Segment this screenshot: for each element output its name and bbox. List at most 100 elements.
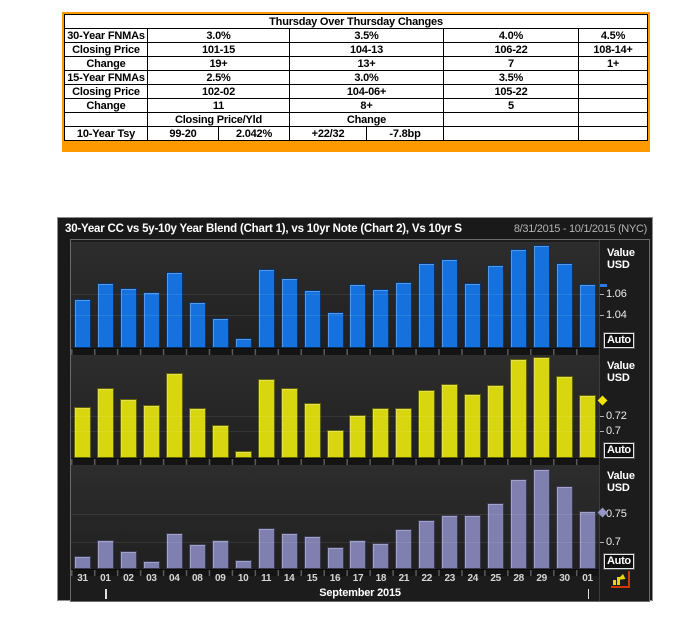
auto-scale-button[interactable]: Auto bbox=[604, 333, 634, 348]
tsy-yield-cell: 2.042% bbox=[218, 126, 290, 141]
x-axis-date-label: 17 bbox=[352, 573, 364, 584]
y-gridline bbox=[71, 513, 599, 515]
x-tick-strip bbox=[71, 459, 599, 465]
table-row-30yr-closing: Closing Price 101-15 104-13 106-22 108-1… bbox=[64, 42, 649, 57]
chart-bar bbox=[395, 281, 413, 348]
chart-bar bbox=[96, 282, 114, 348]
chart-tool-icon[interactable] bbox=[611, 571, 630, 588]
month-range-tick bbox=[105, 589, 107, 599]
chart-bar bbox=[464, 393, 482, 458]
chart-bar bbox=[188, 408, 206, 458]
subheader-price-yld: Closing Price/Yld bbox=[147, 112, 290, 127]
chart-bar bbox=[188, 544, 206, 569]
x-axis-date-label: 11 bbox=[261, 573, 272, 584]
auto-scale-button[interactable]: Auto bbox=[604, 554, 634, 569]
value-axis-label: Value USD bbox=[607, 360, 635, 384]
y-gridline bbox=[71, 315, 599, 317]
chart-bar bbox=[234, 337, 252, 348]
tsy-change-bp-cell: -7.8bp bbox=[366, 126, 444, 141]
y-tick-mark bbox=[600, 431, 604, 433]
table-cell bbox=[577, 70, 649, 85]
chart-bar bbox=[418, 519, 436, 569]
chart-bar bbox=[487, 503, 505, 569]
table-cell: 8+ bbox=[289, 98, 444, 113]
table-cell: 3.5% bbox=[443, 70, 579, 85]
chart-bar bbox=[372, 543, 390, 569]
chart-bar bbox=[395, 529, 413, 569]
chart-bar bbox=[96, 388, 114, 458]
chart-title: 30-Year CC vs 5y-10y Year Blend (Chart 1… bbox=[65, 222, 462, 235]
chart-date-range: 8/31/2015 - 10/1/2015 (NYC) bbox=[513, 222, 647, 235]
chart-bar bbox=[73, 298, 91, 348]
row-label: 15-Year FNMAs bbox=[64, 70, 148, 85]
chart-bar bbox=[326, 430, 344, 458]
chart-bar bbox=[556, 485, 574, 569]
chart-bar bbox=[211, 425, 229, 458]
row-label: 30-Year FNMAs bbox=[64, 28, 148, 43]
x-axis-date-label: 25 bbox=[490, 573, 501, 584]
row-label: 10-Year Tsy bbox=[64, 126, 148, 141]
chart-bar bbox=[556, 263, 574, 348]
chart-bar bbox=[464, 282, 482, 348]
x-tick-strip bbox=[71, 570, 599, 576]
chart-bar bbox=[372, 408, 390, 458]
chart-bar bbox=[303, 290, 321, 348]
table-title: Thursday Over Thursday Changes bbox=[63, 14, 649, 29]
table-cell: 106-22 bbox=[443, 42, 579, 57]
chart-panel-3 bbox=[71, 465, 599, 570]
chart-bar bbox=[303, 535, 321, 569]
table-cell: 11 bbox=[147, 98, 290, 113]
y-gridline bbox=[71, 542, 599, 544]
table-cell: 7 bbox=[443, 56, 579, 71]
x-axis-date-label: 09 bbox=[214, 573, 226, 584]
chart-bar bbox=[510, 478, 528, 569]
auto-scale-button[interactable]: Auto bbox=[604, 443, 634, 458]
x-axis-date-label: 16 bbox=[329, 573, 341, 584]
x-axis-date-label: 04 bbox=[169, 573, 180, 584]
chart-bar bbox=[96, 539, 114, 569]
chart-bar bbox=[165, 533, 183, 569]
x-axis-date-label: 21 bbox=[398, 573, 410, 584]
table-row-15yr-header: 15-Year FNMAs 2.5% 3.0% 3.5% bbox=[64, 70, 649, 85]
chart-bar bbox=[418, 263, 436, 348]
x-axis-date-label: 03 bbox=[146, 573, 157, 584]
value-axis-label: Value USD bbox=[607, 247, 635, 271]
fnma-price-table: Thursday Over Thursday Changes 30-Year F… bbox=[62, 12, 651, 152]
tsy-change-32-cell: +22/32 bbox=[289, 126, 367, 141]
table-row-10yr-tsy: 10-Year Tsy 99-20 2.042% +22/32 -7.8bp bbox=[64, 126, 649, 141]
chart-bar bbox=[280, 387, 298, 458]
chart-titlebar: 30-Year CC vs 5y-10y Year Blend (Chart 1… bbox=[58, 218, 652, 239]
x-axis-date-label: 30 bbox=[559, 573, 570, 584]
x-axis-date-label: 14 bbox=[283, 573, 295, 584]
chart-bar bbox=[372, 289, 390, 348]
x-axis-date-label: 18 bbox=[375, 573, 387, 584]
table-cell bbox=[577, 98, 649, 113]
row-label: Closing Price bbox=[64, 42, 148, 57]
table-cell: 105-22 bbox=[443, 84, 579, 99]
x-axis-date-label: 28 bbox=[513, 573, 524, 584]
chart-bar bbox=[441, 514, 459, 569]
x-axis-date-label: 02 bbox=[123, 573, 134, 584]
table-cell: 4.0% bbox=[443, 28, 579, 43]
y-tick-mark bbox=[600, 416, 604, 418]
table-cell bbox=[443, 112, 579, 127]
chart-bar bbox=[395, 408, 413, 458]
table-row-30yr-header: 30-Year FNMAs 3.0% 3.5% 4.0% 4.5% bbox=[64, 28, 649, 43]
table-cell bbox=[577, 126, 649, 141]
chart-bar bbox=[349, 284, 367, 348]
chart-bar bbox=[487, 265, 505, 348]
chart-bar bbox=[119, 288, 137, 348]
table-cell: 101-15 bbox=[147, 42, 290, 57]
x-axis-date-label: 23 bbox=[444, 573, 456, 584]
chart-bar bbox=[441, 258, 459, 348]
chart-bar bbox=[533, 469, 551, 569]
y-tick-mark bbox=[600, 294, 604, 296]
table-cell: 104-06+ bbox=[289, 84, 444, 99]
x-axis-date-label: 22 bbox=[421, 573, 433, 584]
chart-bar bbox=[487, 385, 505, 458]
table-cell bbox=[577, 112, 649, 127]
table-row-15yr-change: Change 11 8+ 5 bbox=[64, 98, 649, 113]
table-cell: 102-02 bbox=[147, 84, 290, 99]
x-axis-date-label: 10 bbox=[237, 573, 249, 584]
table-cell: 3.5% bbox=[289, 28, 444, 43]
